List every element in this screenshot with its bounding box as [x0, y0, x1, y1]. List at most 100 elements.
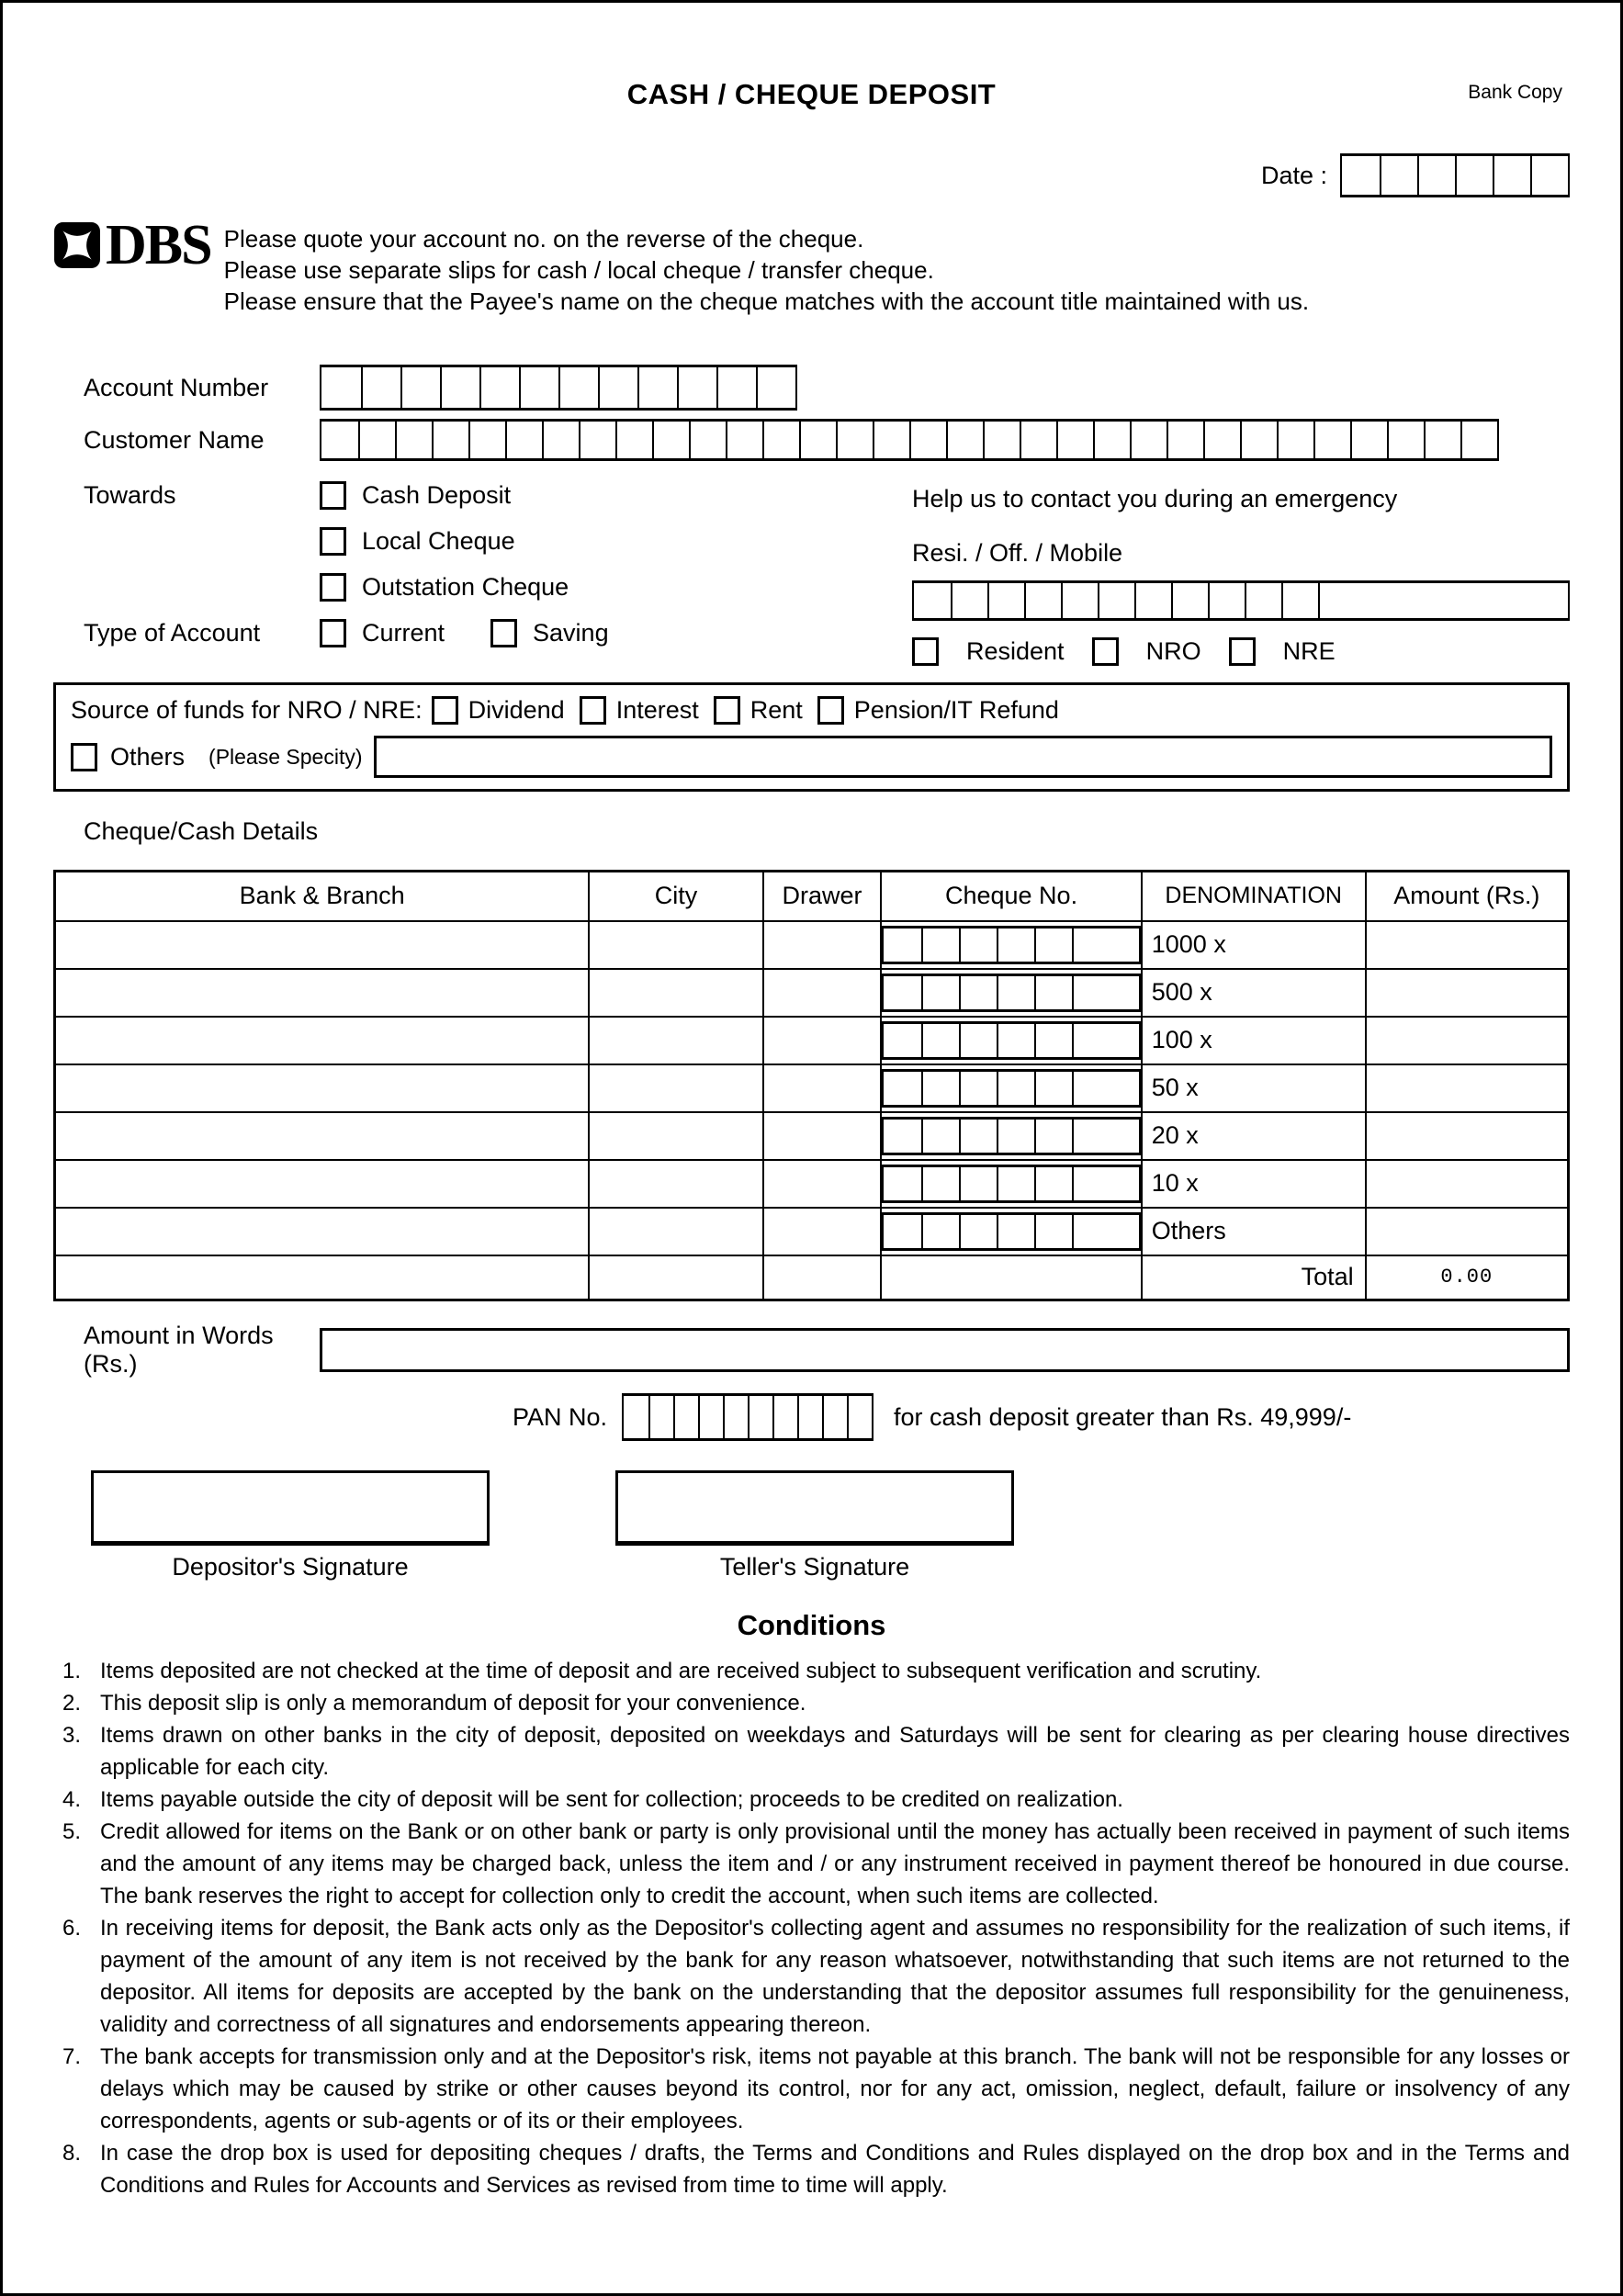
char-cell[interactable]: [1424, 422, 1460, 458]
char-cell[interactable]: [884, 929, 921, 962]
char-cell[interactable]: [1034, 1023, 1072, 1057]
nre-checkbox[interactable]: [1228, 637, 1256, 666]
bank-branch-cell[interactable]: [53, 1254, 591, 1301]
char-cell[interactable]: [400, 367, 440, 408]
char-cell[interactable]: [358, 422, 395, 458]
char-cell[interactable]: [1072, 1214, 1110, 1248]
char-cell[interactable]: [1277, 422, 1313, 458]
char-cell[interactable]: [1056, 422, 1093, 458]
char-cell[interactable]: [921, 1071, 959, 1105]
char-cell[interactable]: [321, 367, 361, 408]
char-cell[interactable]: [479, 367, 519, 408]
city-cell[interactable]: [588, 967, 764, 1018]
drawer-cell[interactable]: [761, 919, 883, 970]
char-cell[interactable]: [884, 1072, 921, 1105]
city-cell[interactable]: [588, 919, 764, 970]
char-cell[interactable]: [1072, 928, 1110, 962]
char-cell[interactable]: [1342, 156, 1380, 195]
char-cell[interactable]: [689, 422, 726, 458]
char-cell[interactable]: [959, 1119, 997, 1153]
char-cell[interactable]: [558, 367, 598, 408]
char-cell[interactable]: [797, 1396, 822, 1438]
cheque-no-cell[interactable]: [880, 1015, 1143, 1065]
char-cell[interactable]: [1093, 422, 1130, 458]
char-cell[interactable]: [921, 1214, 959, 1248]
char-cell[interactable]: [959, 975, 997, 1009]
others-specify-input[interactable]: [373, 736, 1552, 778]
char-cell[interactable]: [914, 583, 951, 618]
cheque-no-cell[interactable]: [880, 967, 1143, 1018]
amount-cell[interactable]: [1364, 1206, 1570, 1256]
cheque-no-cell[interactable]: [880, 1206, 1143, 1256]
char-cell[interactable]: [921, 1119, 959, 1153]
char-cell[interactable]: [997, 975, 1034, 1009]
cheque-no-grid[interactable]: [882, 925, 1141, 964]
char-cell[interactable]: [884, 976, 921, 1009]
char-cell[interactable]: [762, 422, 799, 458]
char-cell[interactable]: [1281, 583, 1318, 618]
current-account-checkbox[interactable]: [320, 619, 346, 647]
cheque-no-grid[interactable]: [882, 1164, 1141, 1203]
drawer-cell[interactable]: [761, 1015, 883, 1065]
char-cell[interactable]: [1493, 156, 1530, 195]
drawer-cell[interactable]: [761, 1254, 883, 1301]
char-cell[interactable]: [1061, 583, 1098, 618]
char-cell[interactable]: [1167, 422, 1203, 458]
char-cell[interactable]: [1034, 1166, 1072, 1200]
char-cell[interactable]: [440, 367, 479, 408]
char-cell[interactable]: [1072, 1119, 1110, 1153]
cheque-no-cell[interactable]: [880, 1110, 1143, 1161]
interest-checkbox[interactable]: [579, 696, 606, 725]
char-cell[interactable]: [959, 1166, 997, 1200]
nro-checkbox[interactable]: [1091, 637, 1119, 666]
drawer-cell[interactable]: [761, 967, 883, 1018]
drawer-cell[interactable]: [761, 1158, 883, 1209]
char-cell[interactable]: [909, 422, 946, 458]
char-cell[interactable]: [361, 367, 400, 408]
char-cell[interactable]: [542, 422, 579, 458]
char-cell[interactable]: [997, 928, 1034, 962]
cheque-no-cell[interactable]: [880, 1158, 1143, 1209]
bank-branch-cell[interactable]: [53, 1206, 591, 1256]
char-cell[interactable]: [946, 422, 983, 458]
char-cell[interactable]: [756, 367, 795, 408]
city-cell[interactable]: [588, 1158, 764, 1209]
char-cell[interactable]: [921, 1166, 959, 1200]
char-cell[interactable]: [1072, 1071, 1110, 1105]
char-cell[interactable]: [1387, 422, 1424, 458]
cheque-no-grid[interactable]: [882, 1116, 1141, 1155]
amount-cell[interactable]: [1364, 1110, 1570, 1161]
char-cell[interactable]: [884, 1120, 921, 1153]
char-cell[interactable]: [624, 1396, 648, 1438]
bank-branch-cell[interactable]: [53, 919, 591, 970]
outstation-cheque-checkbox[interactable]: [320, 573, 346, 602]
account-number-grid[interactable]: [320, 365, 797, 411]
pension-checkbox[interactable]: [817, 696, 844, 725]
char-cell[interactable]: [822, 1396, 847, 1438]
char-cell[interactable]: [1208, 583, 1245, 618]
char-cell[interactable]: [723, 1396, 748, 1438]
char-cell[interactable]: [432, 422, 468, 458]
char-cell[interactable]: [673, 1396, 698, 1438]
cheque-no-grid[interactable]: [882, 1020, 1141, 1060]
char-cell[interactable]: [1034, 975, 1072, 1009]
char-cell[interactable]: [1318, 583, 1355, 618]
phone-number-grid[interactable]: [912, 580, 1570, 621]
char-cell[interactable]: [884, 1215, 921, 1248]
bank-branch-cell[interactable]: [53, 1063, 591, 1113]
char-cell[interactable]: [1130, 422, 1167, 458]
char-cell[interactable]: [983, 422, 1020, 458]
cheque-no-cell[interactable]: [880, 919, 1143, 970]
char-cell[interactable]: [1034, 1214, 1072, 1248]
drawer-cell[interactable]: [761, 1110, 883, 1161]
char-cell[interactable]: [468, 422, 505, 458]
char-cell[interactable]: [726, 422, 762, 458]
char-cell[interactable]: [1455, 156, 1493, 195]
saving-account-checkbox[interactable]: [490, 619, 518, 647]
char-cell[interactable]: [921, 975, 959, 1009]
char-cell[interactable]: [951, 583, 987, 618]
char-cell[interactable]: [997, 1023, 1034, 1057]
char-cell[interactable]: [1460, 422, 1497, 458]
amount-cell[interactable]: [1364, 1158, 1570, 1209]
char-cell[interactable]: [716, 367, 756, 408]
